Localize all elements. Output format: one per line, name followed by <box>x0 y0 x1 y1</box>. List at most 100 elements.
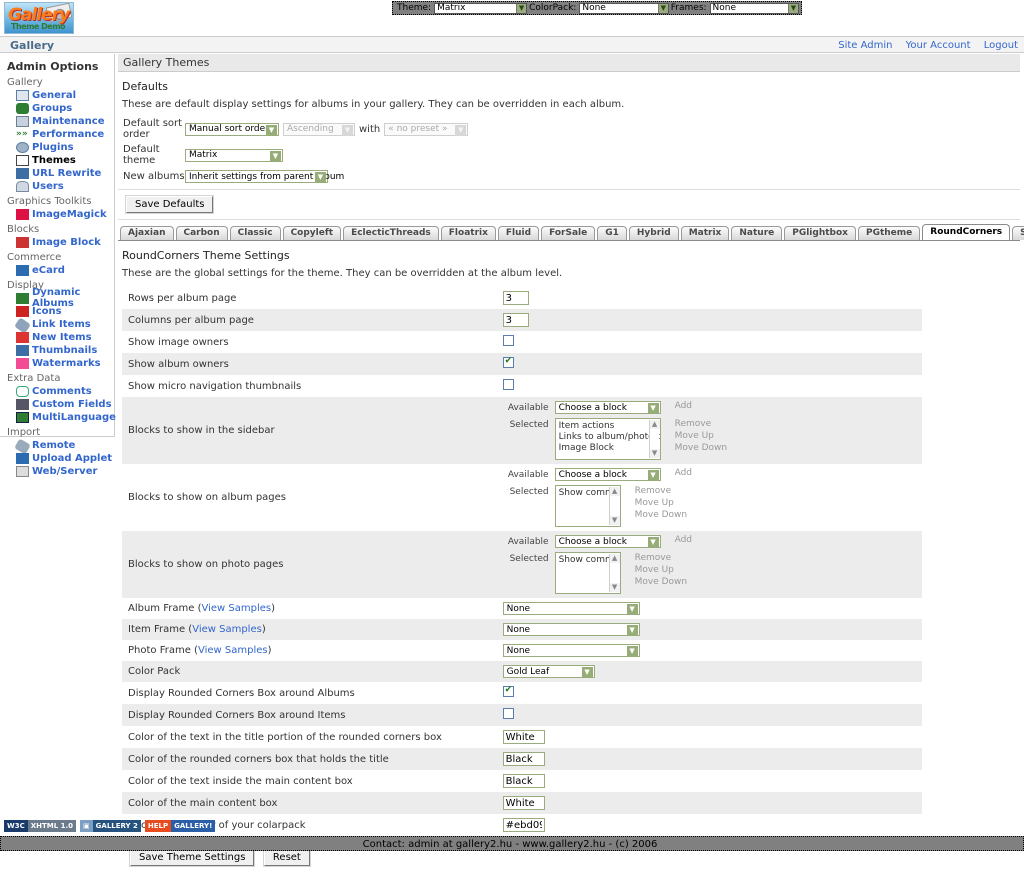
color-of-the-rounded-corners-box-that-holds-th-input[interactable] <box>502 752 545 766</box>
blocks-0-available-select[interactable]: Choose a block ▼ <box>554 401 661 414</box>
sidebar-item-label[interactable]: Web/Server <box>32 465 98 477</box>
sidebar-item-multilanguage[interactable]: MultiLanguage <box>16 411 116 423</box>
tab-hybrid[interactable]: Hybrid <box>628 226 679 240</box>
background-color-of-your-colarpack-input[interactable] <box>502 818 545 832</box>
sidebar-item-label[interactable]: Dynamic Albums <box>32 287 81 309</box>
gallery-logo[interactable]: Gallery Theme Demo <box>4 2 74 34</box>
item-frame-view-samples-link[interactable]: View Samples <box>192 624 262 635</box>
sidebar-item-label[interactable]: Upload Applet <box>32 452 113 464</box>
blocks-2-move-down-button[interactable]: Move Down <box>634 577 688 587</box>
scroll-down-icon[interactable]: ▼ <box>609 583 620 592</box>
scroll-up-icon[interactable]: ▲ <box>649 420 660 429</box>
sidebar-item-dynamic-albums[interactable]: Dynamic Albums <box>16 287 114 309</box>
default-sort-order-select[interactable]: Manual sort order ▼ <box>185 122 279 136</box>
sidebar-item-remote[interactable]: Remote <box>14 438 114 455</box>
sidebar-item-watermarks[interactable]: Watermarks <box>16 357 114 369</box>
tab-roundcorners[interactable]: RoundCorners <box>922 224 1011 240</box>
sidebar-item-label[interactable]: Plugins <box>32 141 74 153</box>
show-image-owners-checkbox[interactable] <box>502 335 514 346</box>
blocks-1-move-down-button[interactable]: Move Down <box>634 510 688 520</box>
sidebar-item-themes[interactable]: Themes <box>16 154 114 166</box>
sidebar-item-label[interactable]: URL Rewrite <box>32 167 102 179</box>
list-item[interactable]: Item actions <box>558 421 615 431</box>
photo-frame-view-samples-link[interactable]: View Samples <box>197 645 268 656</box>
badge[interactable]: W3C XHTML 1.0 <box>4 820 77 832</box>
sidebar-item-link-items[interactable]: Link Items <box>14 317 114 334</box>
blocks-0-move-up-button[interactable]: Move Up <box>674 431 714 441</box>
sidebar-item-url-rewrite[interactable]: URL Rewrite <box>16 167 114 179</box>
sidebar-item-label[interactable]: Thumbnails <box>32 344 98 356</box>
blocks-0-remove-button[interactable]: Remove <box>674 419 712 429</box>
scrollbar[interactable]: ▲ ▼ <box>608 487 620 525</box>
sidebar-item-label[interactable]: Watermarks <box>32 357 101 369</box>
display-rounded-corners-box-around-albums-checkbox[interactable] <box>502 685 514 697</box>
sort-direction-select[interactable]: Ascending ▼ <box>283 122 355 136</box>
list-item[interactable]: Show comments <box>558 488 620 498</box>
sidebar-item-label[interactable]: Maintenance <box>32 115 105 127</box>
list-item[interactable]: Image Block <box>558 443 614 453</box>
sidebar-item-groups[interactable]: Groups <box>16 102 114 114</box>
blocks-1-remove-button[interactable]: Remove <box>634 486 672 496</box>
scrollbar[interactable]: ▲ ▼ <box>648 420 660 458</box>
scroll-down-icon[interactable]: ▼ <box>649 449 660 458</box>
sidebar-item-web-server[interactable]: Web/Server <box>16 465 114 477</box>
rows-per-album-page-input[interactable] <box>502 291 529 305</box>
tab-pglightbox[interactable]: PGlightbox <box>784 226 856 240</box>
show-micro-navigation-thumbnails-checkbox[interactable] <box>502 379 514 390</box>
color-of-the-text-in-the-title-portion-of-the--input[interactable] <box>502 730 545 744</box>
blocks-1-add-button[interactable]: Add <box>674 468 693 478</box>
display-rounded-corners-box-around-items-checkbox[interactable] <box>502 708 514 719</box>
sidebar-item-comments[interactable]: Comments <box>16 385 114 397</box>
color-of-the-main-content-box-input[interactable] <box>502 796 545 810</box>
tab-pgtheme[interactable]: PGtheme <box>857 226 921 240</box>
tab-sirius[interactable]: Sirius <box>1012 226 1024 240</box>
sidebar-item-label[interactable]: Link Items <box>32 318 91 330</box>
tab-fluid[interactable]: Fluid <box>497 226 540 240</box>
blocks-2-move-up-button[interactable]: Move Up <box>634 565 674 575</box>
logout-link[interactable]: Logout <box>983 40 1018 51</box>
tab-carbon[interactable]: Carbon <box>175 226 228 240</box>
badge[interactable]: HELP GALLERY! <box>144 820 216 832</box>
scrollbar[interactable]: ▲ ▼ <box>608 554 620 592</box>
sidebar-item-label[interactable]: ImageMagick <box>32 208 107 220</box>
tab-forsale[interactable]: ForSale <box>541 226 596 240</box>
sidebar-item-ecard[interactable]: eCard <box>16 264 114 276</box>
tab-copyleft[interactable]: Copyleft <box>282 226 342 240</box>
sidebar-item-label[interactable]: Image Block <box>32 236 101 248</box>
sidebar-item-label[interactable]: New Items <box>32 331 92 343</box>
scroll-up-icon[interactable]: ▲ <box>609 554 620 563</box>
tab-ajaxian[interactable]: Ajaxian <box>120 226 174 240</box>
sidebar-item-label[interactable]: Comments <box>32 385 92 397</box>
blocks-0-add-button[interactable]: Add <box>674 401 693 411</box>
frames-selector[interactable]: None ▼ <box>709 2 799 14</box>
blocks-2-selected-list[interactable]: Show comments▲▼ <box>554 552 621 594</box>
show-album-owners-checkbox[interactable] <box>502 356 514 368</box>
tab-classic[interactable]: Classic <box>229 226 281 240</box>
badge[interactable]: ▣ GALLERY 2 <box>80 820 141 832</box>
sidebar-item-label[interactable]: Custom Fields <box>32 398 112 410</box>
sidebar-item-label[interactable]: eCard <box>32 264 65 276</box>
blocks-1-selected-list[interactable]: Show comments▲▼ <box>554 485 621 527</box>
blocks-2-available-select[interactable]: Choose a block ▼ <box>554 535 661 548</box>
list-item[interactable]: Show comments <box>558 555 620 565</box>
color-pack-select[interactable]: Gold Leaf ▼ <box>502 665 595 678</box>
album-frame-select[interactable]: None ▼ <box>502 602 640 615</box>
photo-frame-select[interactable]: None ▼ <box>502 644 640 657</box>
sidebar-item-icons[interactable]: Icons <box>16 305 114 317</box>
sidebar-item-upload-applet[interactable]: Upload Applet <box>16 452 114 464</box>
sidebar-item-general[interactable]: General <box>16 89 114 101</box>
scroll-up-icon[interactable]: ▲ <box>609 487 620 496</box>
sidebar-item-image-block[interactable]: Image Block <box>16 236 114 248</box>
scroll-down-icon[interactable]: ▼ <box>609 516 620 525</box>
color-of-the-text-inside-the-main-content-box-input[interactable] <box>502 774 545 788</box>
sidebar-item-label[interactable]: Remote <box>32 439 76 451</box>
sidebar-item-label[interactable]: MultiLanguage <box>32 411 116 423</box>
sidebar-item-label[interactable]: Performance <box>32 128 105 140</box>
theme-selector[interactable]: Matrix ▼ <box>434 2 528 14</box>
sidebar-item-label[interactable]: General <box>32 89 76 101</box>
blocks-2-remove-button[interactable]: Remove <box>634 553 672 563</box>
blocks-1-move-up-button[interactable]: Move Up <box>634 498 674 508</box>
blocks-0-move-down-button[interactable]: Move Down <box>674 443 728 453</box>
blocks-1-available-select[interactable]: Choose a block ▼ <box>554 468 661 481</box>
